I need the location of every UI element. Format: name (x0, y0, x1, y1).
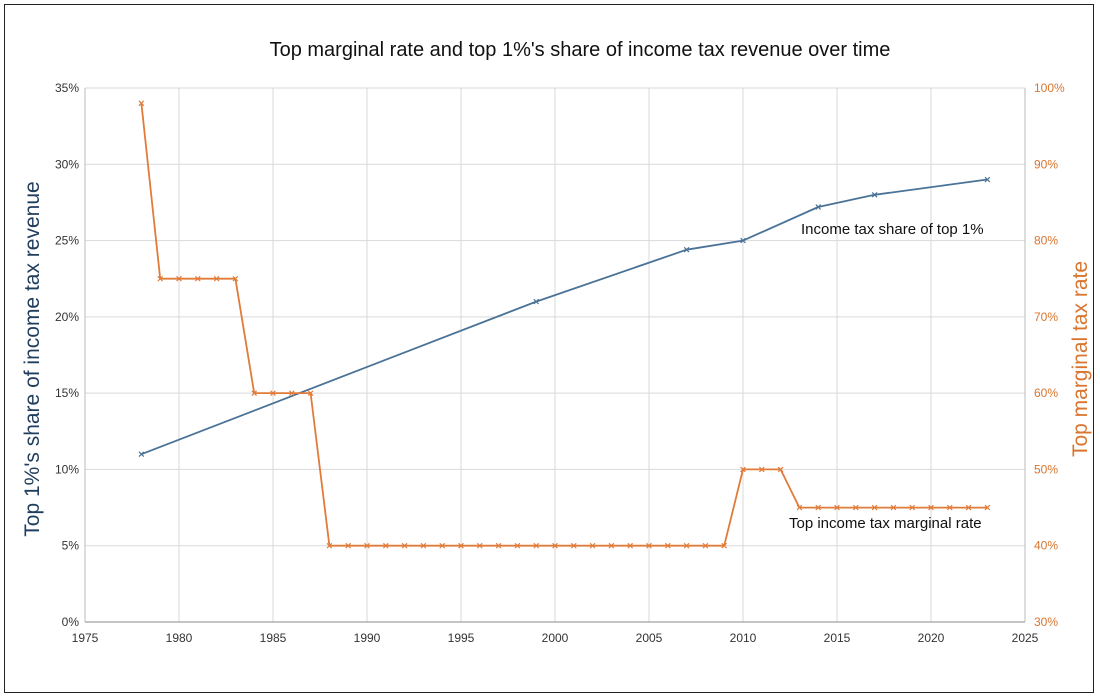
x-tick-label: 2025 (1012, 631, 1039, 645)
data-point-rate (721, 542, 728, 549)
right-y-tick-label: 90% (1034, 157, 1058, 171)
x-tick-label: 2000 (542, 631, 569, 645)
data-point-rate (382, 542, 389, 549)
data-point-rate (420, 542, 427, 549)
data-point-share (683, 246, 690, 253)
right-y-tick-label: 100% (1034, 81, 1065, 95)
x-tick-label: 2020 (918, 631, 945, 645)
series-line-rate (140, 103, 988, 547)
x-tick-label: 1990 (354, 631, 381, 645)
data-point-rate (740, 466, 746, 473)
data-point-rate (401, 542, 408, 549)
data-point-rate (458, 542, 464, 549)
left-y-tick-label: 10% (55, 462, 79, 476)
data-point-rate (495, 542, 502, 549)
series-group (138, 100, 991, 549)
left-y-tick-label: 35% (55, 81, 79, 95)
right-y-tick-label: 60% (1034, 386, 1058, 400)
data-point-rate (834, 504, 840, 511)
data-point-rate (928, 504, 934, 511)
right-y-axis-label: Top marginal tax rate (1069, 261, 1092, 457)
data-point-rate (270, 390, 276, 396)
data-point-rate (984, 504, 991, 511)
chart-title: Top marginal rate and top 1%'s share of … (270, 39, 891, 61)
data-point-rate (890, 504, 897, 511)
left-y-axis-label: Top 1%'s share of income tax revenue (21, 181, 44, 536)
data-point-rate (514, 542, 521, 549)
data-point-share (740, 237, 746, 244)
data-point-rate (646, 542, 652, 549)
data-point-rate (345, 542, 352, 549)
left-y-axis-ticks: 0% 5% 10% 15% 20% 25% 30% 35% (55, 81, 79, 629)
right-y-tick-label: 50% (1034, 462, 1058, 476)
data-point-share (871, 191, 878, 198)
data-point-rate (176, 275, 182, 282)
data-point-rate (683, 542, 690, 549)
left-y-tick-label: 30% (55, 157, 79, 171)
data-point-rate (232, 275, 239, 282)
data-point-rate (533, 542, 540, 549)
right-y-tick-label: 80% (1034, 234, 1058, 248)
data-point-rate (589, 542, 596, 549)
chart-frame: Top marginal rate and top 1%'s share of … (4, 4, 1094, 693)
axes (84, 88, 1026, 623)
data-point-rate (213, 275, 220, 282)
x-tick-label: 2015 (824, 631, 851, 645)
data-point-rate (288, 390, 295, 396)
data-point-rate (702, 542, 709, 549)
right-y-axis-ticks: 30% 40% 50% 60% 70% 80% 90% 100% (1034, 81, 1065, 629)
data-point-rate (852, 504, 859, 511)
data-point-rate (777, 466, 784, 473)
x-tick-label: 1995 (448, 631, 475, 645)
data-point-share (138, 451, 145, 457)
data-point-rate (570, 542, 577, 549)
dual-axis-line-chart: Top marginal rate and top 1%'s share of … (21, 39, 1092, 645)
data-point-rate (815, 504, 822, 511)
data-point-rate (439, 542, 446, 549)
right-y-tick-label: 30% (1034, 615, 1058, 629)
data-point-rate (307, 390, 314, 396)
x-tick-label: 1975 (72, 631, 99, 645)
annotation-rate: Top income tax marginal rate (789, 515, 982, 532)
left-y-tick-label: 15% (55, 386, 79, 400)
data-point-rate (138, 100, 145, 107)
annotation-share: Income tax share of top 1% (801, 221, 984, 238)
data-point-share (533, 298, 540, 305)
data-point-share (815, 204, 822, 210)
left-y-tick-label: 20% (55, 310, 79, 324)
data-point-rate (909, 504, 916, 511)
data-point-rate (758, 466, 765, 473)
x-tick-label: 1985 (260, 631, 287, 645)
data-point-rate (476, 542, 483, 549)
data-point-rate (965, 504, 972, 511)
data-point-rate (194, 275, 201, 282)
data-point-rate (552, 542, 558, 549)
data-point-rate (364, 542, 370, 549)
data-point-rate (627, 542, 634, 549)
data-point-rate (157, 275, 164, 282)
x-tick-label: 2010 (730, 631, 757, 645)
data-point-rate (608, 542, 615, 549)
x-tick-label: 2005 (636, 631, 663, 645)
left-y-tick-label: 0% (62, 615, 80, 629)
data-point-rate (664, 542, 671, 549)
x-axis-ticks: 1975 1980 1985 1990 1995 2000 2005 2010 2015 2020… (72, 631, 1039, 645)
data-point-share (984, 176, 991, 183)
data-point-rate (251, 390, 258, 396)
right-y-tick-label: 40% (1034, 539, 1058, 553)
x-tick-label: 1980 (166, 631, 193, 645)
data-point-rate (946, 504, 953, 511)
data-point-rate (796, 504, 803, 511)
grid-lines (84, 87, 1026, 623)
data-point-rate (326, 542, 333, 549)
left-y-tick-label: 25% (55, 234, 79, 248)
data-point-rate (871, 504, 878, 511)
left-y-tick-label: 5% (62, 539, 80, 553)
right-y-tick-label: 70% (1034, 310, 1058, 324)
